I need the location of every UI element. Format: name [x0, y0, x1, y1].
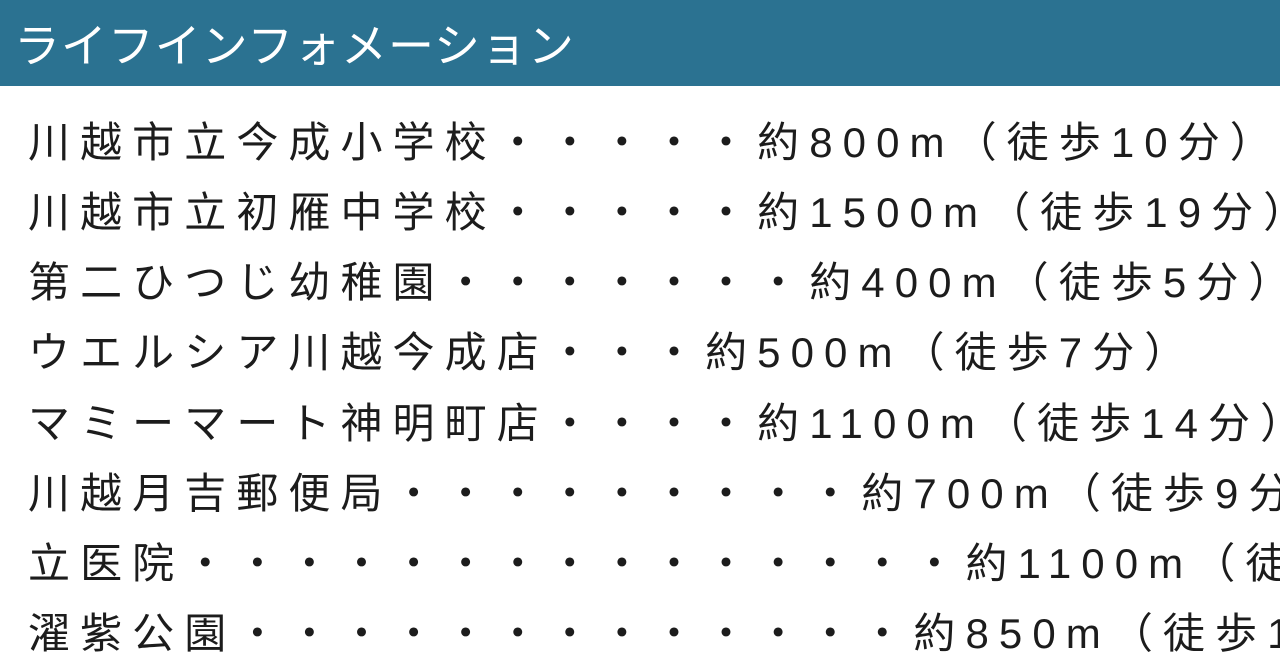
facility-distance: 約800m（徒歩10分） — [757, 108, 1280, 178]
leader-dots: ・・・・・ — [497, 178, 757, 248]
leader-dots: ・・・・・・・・・・・・・・・ — [184, 529, 965, 599]
list-item: 立医院・・・・・・・・・・・・・・・約1100m（徒歩14分） — [28, 529, 1252, 599]
facility-name: 川越月吉郵便局 — [28, 459, 393, 529]
list-item: 川越市立初雁中学校・・・・・約1500m（徒歩19分） — [28, 178, 1252, 248]
facility-distance: 約1100m（徒歩14分） — [965, 529, 1280, 599]
leader-dots: ・・・・・・・ — [445, 248, 810, 318]
facility-name: マミーマート神明町店 — [28, 389, 549, 459]
facility-name: 濯紫公園 — [28, 599, 236, 669]
leader-dots: ・・・ — [549, 318, 705, 388]
leader-dots: ・・・・・ — [497, 108, 757, 178]
section-title: ライフインフォメーション — [14, 20, 575, 72]
facility-distance: 約500m（徒歩7分） — [705, 318, 1196, 388]
list-item: 川越月吉郵便局・・・・・・・・・約700m（徒歩9分） — [28, 459, 1252, 529]
list-item: 川越市立今成小学校・・・・・約800m（徒歩10分） — [28, 108, 1252, 178]
facility-name: 立医院 — [28, 529, 184, 599]
leader-dots: ・・・・ — [549, 389, 757, 459]
section-header: ライフインフォメーション — [0, 0, 1280, 86]
life-information-list: 川越市立今成小学校・・・・・約800m（徒歩10分）川越市立初雁中学校・・・・・… — [0, 86, 1280, 669]
list-item: マミーマート神明町店・・・・約1100m（徒歩14分） — [28, 389, 1252, 459]
facility-distance: 約1500m（徒歩19分） — [757, 178, 1280, 248]
list-item: ウエルシア川越今成店・・・約500m（徒歩7分） — [28, 318, 1252, 388]
list-item: 濯紫公園・・・・・・・・・・・・・約850m（徒歩11分） — [28, 599, 1252, 669]
facility-distance: 約1100m（徒歩14分） — [757, 389, 1280, 459]
leader-dots: ・・・・・・・・・ — [393, 459, 862, 529]
facility-distance: 約850m（徒歩11分） — [913, 599, 1280, 669]
facility-distance: 約700m（徒歩9分） — [861, 459, 1280, 529]
facility-name: ウエルシア川越今成店 — [28, 318, 549, 388]
list-item: 第二ひつじ幼稚園・・・・・・・約400m（徒歩5分） — [28, 248, 1252, 318]
facility-name: 川越市立今成小学校 — [28, 108, 497, 178]
facility-name: 第二ひつじ幼稚園 — [28, 248, 445, 318]
leader-dots: ・・・・・・・・・・・・・ — [236, 599, 913, 669]
facility-distance: 約400m（徒歩5分） — [809, 248, 1280, 318]
facility-name: 川越市立初雁中学校 — [28, 178, 497, 248]
